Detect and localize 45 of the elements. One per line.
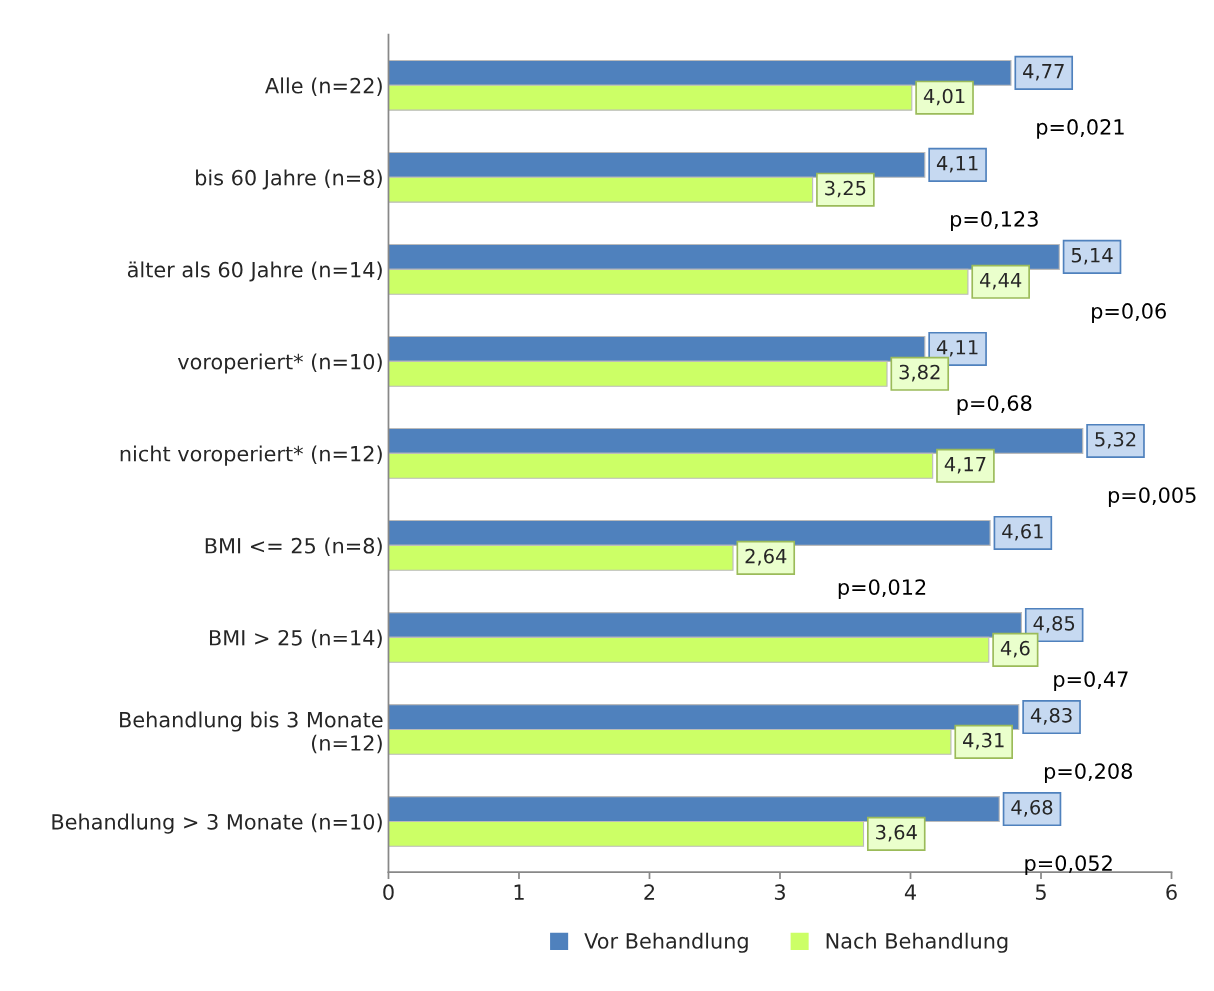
x-tick-label: 6 bbox=[1166, 884, 1177, 901]
x-tick-label: 1 bbox=[514, 884, 524, 900]
data-label: 4,68 bbox=[1011, 799, 1053, 817]
data-label: 3,64 bbox=[876, 824, 917, 842]
y-tick-label: BMI > 25 (n=14) bbox=[209, 629, 382, 649]
annotation: p=0,052 bbox=[1025, 855, 1112, 876]
legend-label: Vor Behandlung bbox=[584, 932, 748, 953]
data-label: 4,6 bbox=[1000, 640, 1030, 658]
y-tick-label: voroperiert* (n=10) bbox=[177, 353, 382, 374]
x-tick-label: 5 bbox=[1035, 884, 1046, 901]
annotation: p=0,012 bbox=[838, 579, 926, 599]
x-tick-label: 2 bbox=[644, 884, 655, 900]
data-label: 2,64 bbox=[745, 548, 787, 566]
data-label: 4,01 bbox=[923, 88, 965, 106]
y-tick-label: Alle (n=22) bbox=[265, 77, 382, 96]
annotation: p=0,021 bbox=[1037, 119, 1124, 139]
y-tick-label: nicht voroperiert* (n=12) bbox=[120, 445, 382, 466]
data-label: 4,44 bbox=[979, 272, 1022, 290]
y-tick-label: Behandlung > 3 Monate (n=10) bbox=[52, 813, 382, 834]
data-label: 5,32 bbox=[1095, 431, 1136, 449]
annotation: p=0,005 bbox=[1108, 487, 1196, 507]
x-tick-label: 3 bbox=[774, 884, 785, 901]
data-label: 4,17 bbox=[944, 456, 986, 474]
y-tick-label: Behandlung bis 3 Monate (n=12) bbox=[120, 711, 383, 754]
data-label: 4,31 bbox=[963, 732, 1004, 750]
data-label: 4,85 bbox=[1033, 615, 1075, 633]
annotation: p=0,208 bbox=[1044, 763, 1132, 784]
y-tick-label: bis 60 Jahre (n=8) bbox=[196, 169, 382, 190]
data-label: 4,83 bbox=[1030, 707, 1072, 725]
x-tick-label: 4 bbox=[904, 884, 916, 900]
annotation: p=0,123 bbox=[951, 211, 1038, 231]
data-label: 4,77 bbox=[1023, 64, 1064, 81]
y-tick-label: älter als 60 Jahre (n=14) bbox=[127, 261, 382, 282]
data-label: 4,11 bbox=[936, 156, 978, 173]
legend-label: Nach Behandlung bbox=[826, 932, 1008, 953]
data-label: 4,11 bbox=[936, 340, 978, 357]
x-tick-label: 0 bbox=[383, 884, 394, 901]
y-tick-label: BMI <= 25 (n=8) bbox=[205, 537, 382, 557]
annotation: p=0,68 bbox=[957, 395, 1032, 415]
data-label: 3,25 bbox=[825, 180, 866, 198]
data-label: 3,82 bbox=[899, 364, 940, 382]
data-label: 5,14 bbox=[1071, 248, 1113, 265]
annotation: p=0,47 bbox=[1054, 671, 1128, 691]
annotation: p=0,06 bbox=[1092, 303, 1166, 323]
data-label: 4,61 bbox=[1002, 523, 1043, 541]
